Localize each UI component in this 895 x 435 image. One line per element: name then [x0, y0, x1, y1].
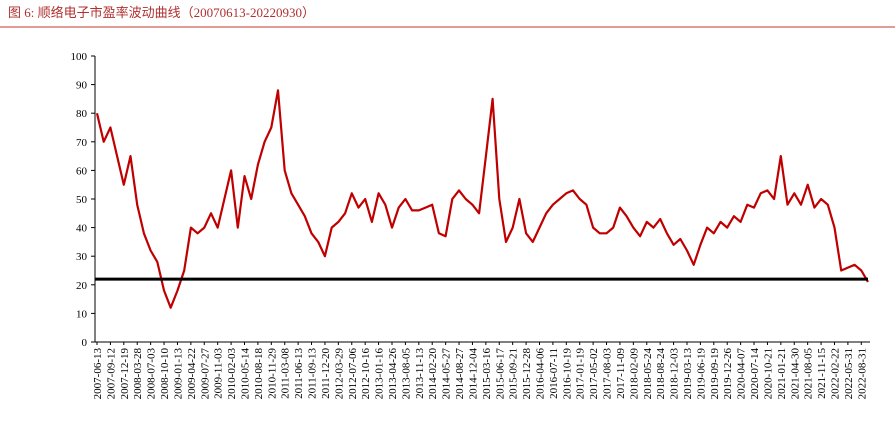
x-tick-label: 2021-11-15 [816, 348, 828, 399]
x-tick-label: 2009-11-03 [213, 348, 225, 399]
x-tick-label: 2013-04-26 [387, 348, 399, 400]
x-tick-label: 2017-11-09 [615, 348, 627, 399]
x-tick-label: 2009-01-13 [172, 348, 184, 400]
x-tick-label: 2018-08-24 [655, 348, 667, 400]
x-tick-label: 2016-04-06 [534, 348, 546, 400]
x-tick-label: 2022-08-31 [856, 348, 868, 399]
x-tick-label: 2014-12-04 [467, 348, 479, 400]
x-tick-label: 2019-03-13 [682, 348, 694, 400]
x-tick-label: 2011-03-08 [280, 348, 292, 399]
x-tick-label: 2020-10-21 [762, 348, 774, 399]
x-tick-label: 2012-10-16 [360, 348, 372, 400]
x-tick-label: 2011-12-20 [320, 348, 332, 399]
x-tick-label: 2018-12-03 [669, 348, 681, 400]
x-tick-label: 2008-07-03 [146, 348, 158, 400]
series-line [95, 89, 869, 309]
x-tick-label: 2019-06-19 [695, 348, 707, 400]
x-tick-label: 2008-03-28 [132, 348, 144, 400]
x-tick-label: 2014-02-20 [427, 348, 439, 400]
x-tick-label: 2018-02-09 [628, 348, 640, 400]
x-tick-label: 2009-04-22 [186, 348, 198, 399]
x-tick-label: 2010-11-29 [266, 348, 278, 399]
x-tick-label: 2008-10-10 [159, 348, 171, 400]
x-tick-label: 2013-08-05 [400, 348, 412, 400]
x-tick-label: 2018-05-24 [642, 348, 654, 400]
x-tick-label: 2016-07-11 [548, 348, 560, 399]
x-tick-label: 2007-06-13 [92, 348, 104, 400]
x-tick-label: 2020-04-07 [736, 348, 748, 400]
x-tick-label: 2013-11-13 [414, 348, 426, 399]
x-tick-label: 2010-08-18 [253, 348, 265, 400]
x-tick-label: 2009-07-27 [199, 348, 211, 400]
x-tick-label: 2015-09-21 [508, 348, 520, 399]
x-tick-label: 2010-05-14 [239, 348, 251, 400]
x-tick-label: 2022-05-31 [843, 348, 855, 399]
x-tick-label: 2007-12-19 [119, 348, 131, 400]
y-tick-label: 100 [71, 51, 88, 63]
x-tick-label: 2012-07-06 [347, 348, 359, 400]
x-tick-label: 2019-09-19 [709, 348, 721, 400]
x-tick-label: 2021-04-30 [789, 348, 801, 400]
x-tick-label: 2014-05-27 [441, 348, 453, 400]
y-tick-label: 90 [76, 80, 88, 92]
y-tick-label: 80 [76, 108, 88, 120]
x-tick-label: 2017-01-19 [575, 348, 587, 400]
x-tick-label: 2011-06-13 [293, 348, 305, 399]
x-tick-label: 2014-08-27 [454, 348, 466, 400]
x-tick-label: 2010-02-03 [226, 348, 238, 400]
x-tick-label: 2007-09-12 [105, 348, 117, 399]
x-tick-label: 2011-09-13 [307, 348, 319, 399]
x-tick-label: 2021-01-21 [776, 348, 788, 399]
x-tick-label: 2019-12-26 [722, 348, 734, 400]
x-tick-label: 2015-12-28 [521, 348, 533, 400]
y-tick-label: 30 [76, 251, 88, 263]
y-tick-label: 60 [76, 165, 88, 177]
x-tick-label: 2013-01-16 [374, 348, 386, 400]
chart-title: 图 6: 顺络电子市盈率波动曲线（20070613-20220930） [8, 5, 315, 20]
x-tick-label: 2017-05-02 [588, 348, 600, 399]
x-tick-label: 2016-10-19 [561, 348, 573, 400]
x-tick-label: 2015-06-17 [494, 348, 506, 400]
x-tick-label: 2021-08-05 [803, 348, 815, 400]
x-tick-label: 2017-08-03 [602, 348, 614, 400]
x-tick-label: 2020-07-14 [749, 348, 761, 400]
y-tick-label: 70 [76, 137, 88, 149]
y-tick-label: 10 [76, 308, 88, 320]
x-tick-label: 2012-03-29 [333, 348, 345, 400]
y-tick-label: 50 [76, 194, 88, 206]
y-tick-label: 40 [76, 223, 88, 235]
x-tick-label: 2015-03-16 [481, 348, 493, 400]
x-tick-label: 2022-02-22 [829, 348, 841, 399]
y-tick-label: 0 [82, 337, 88, 349]
y-tick-label: 20 [76, 280, 88, 292]
